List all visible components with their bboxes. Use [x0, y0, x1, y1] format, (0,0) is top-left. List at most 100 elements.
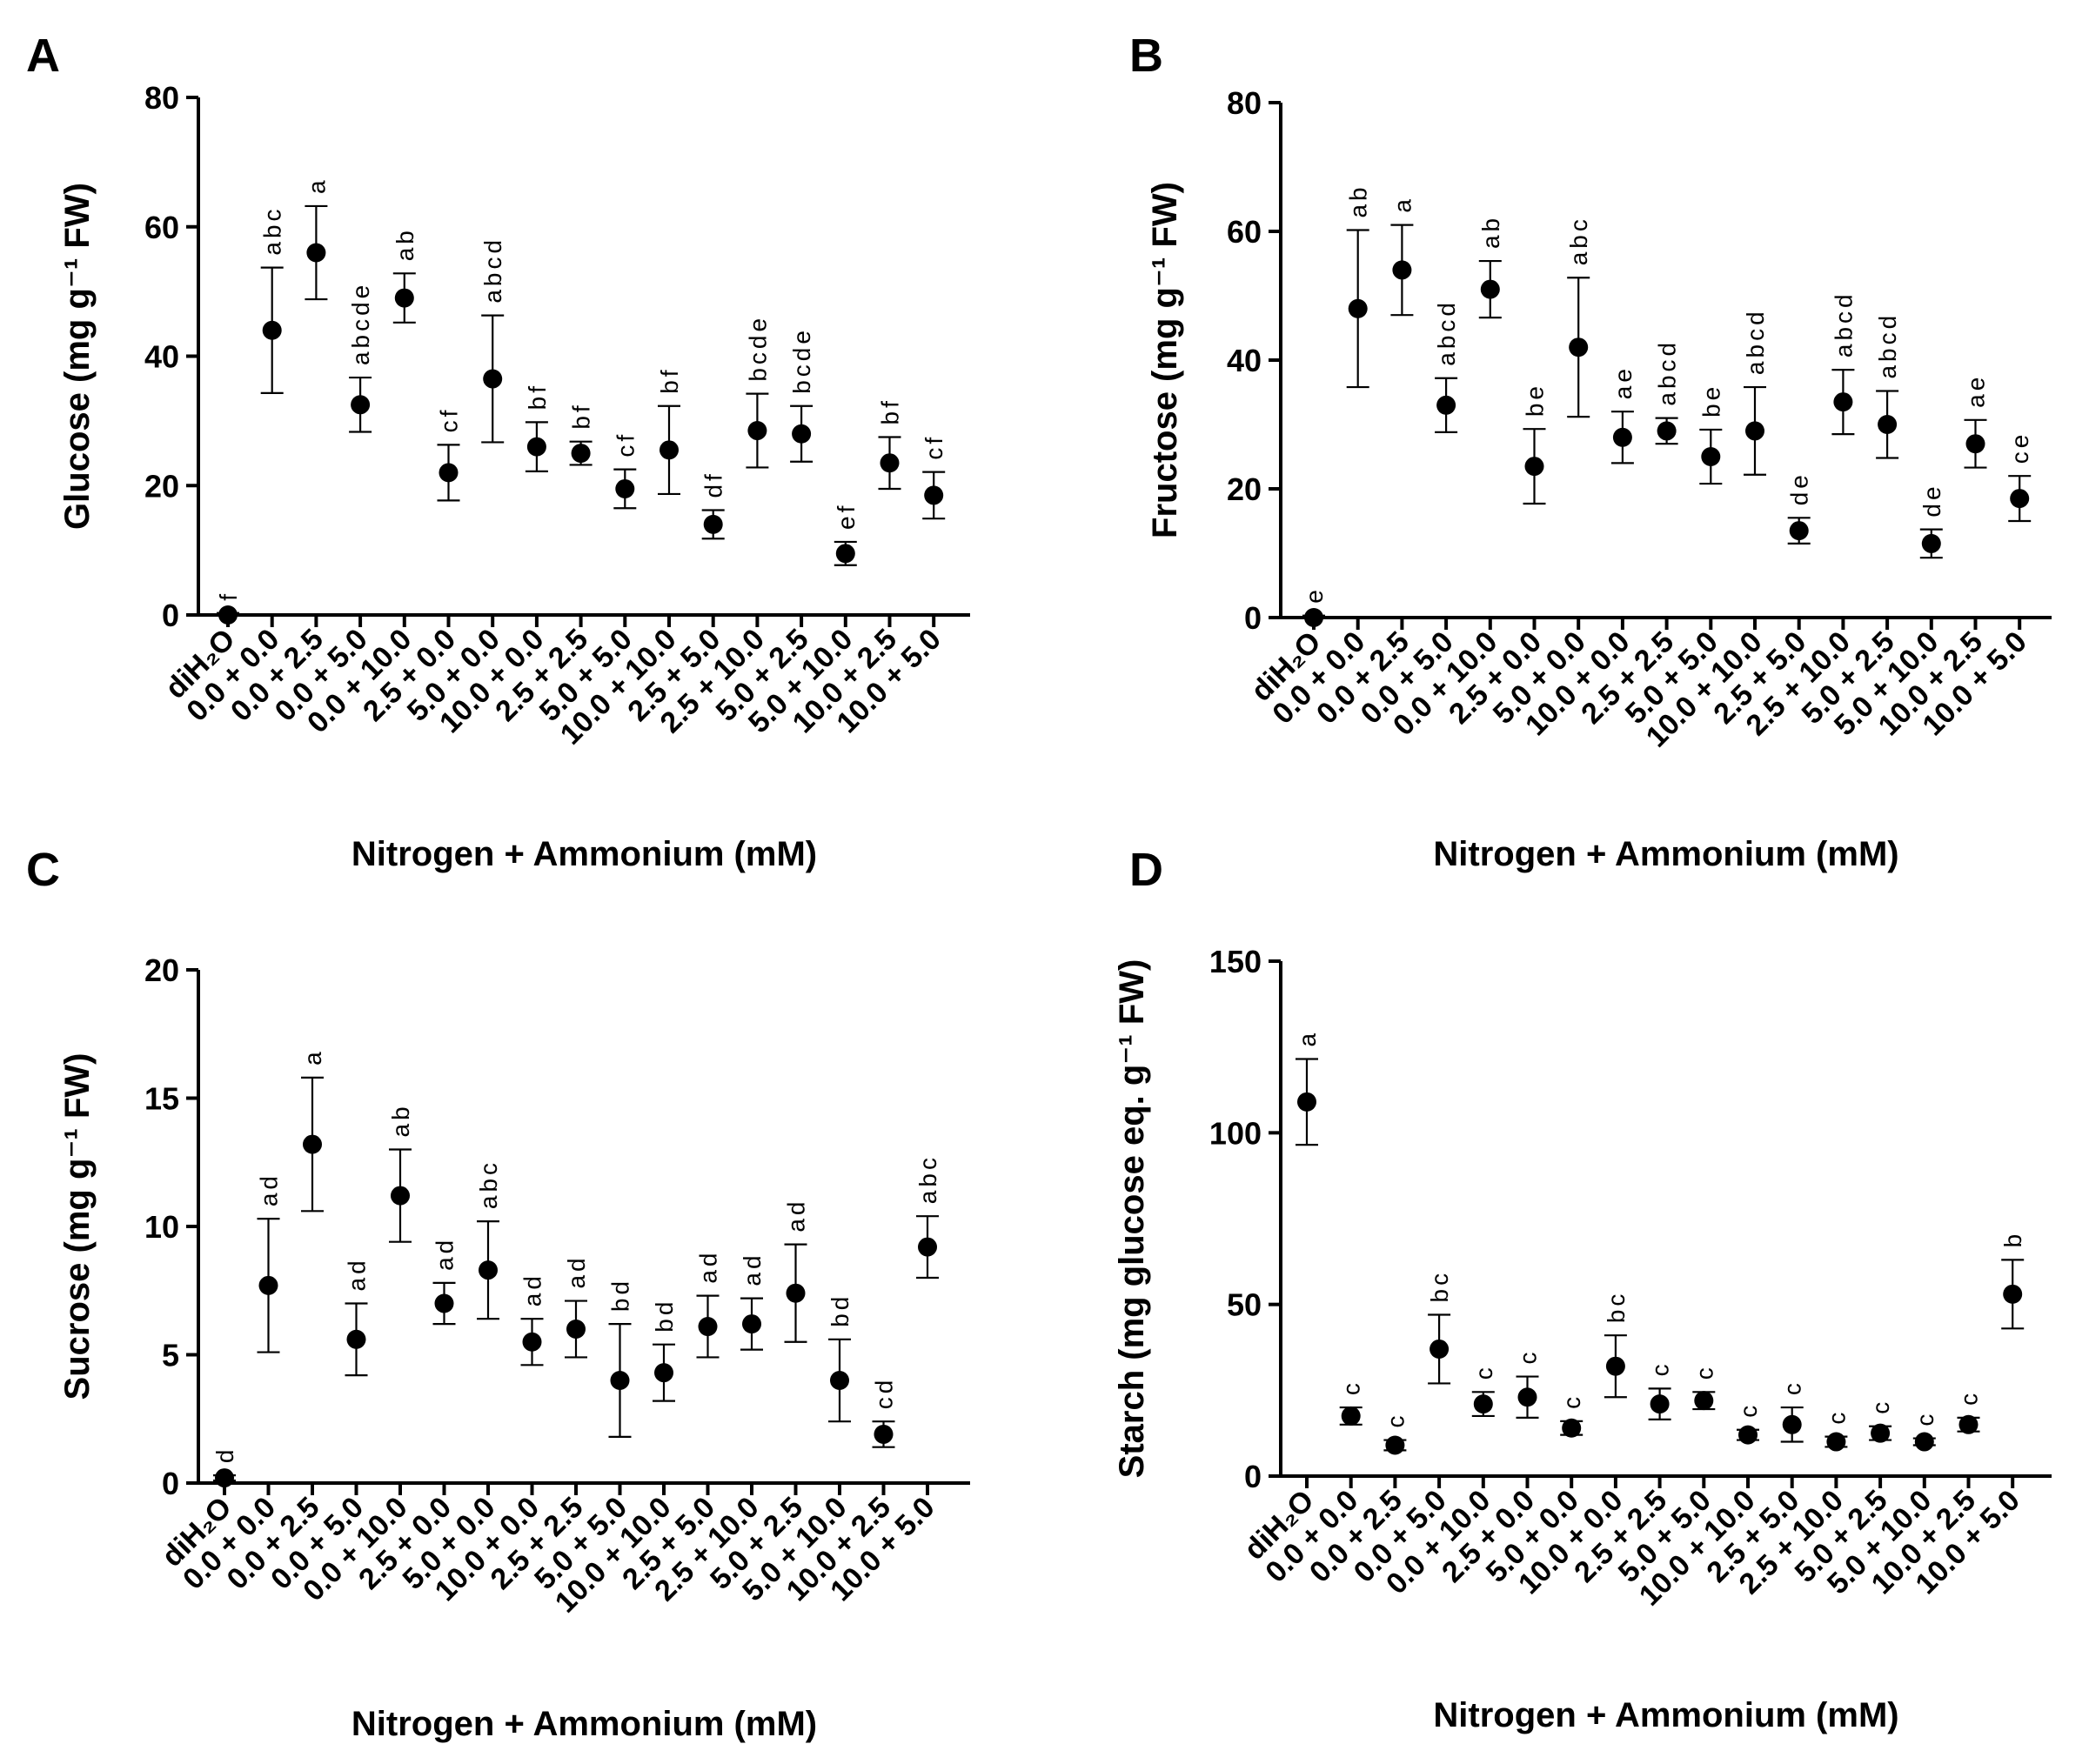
- data-point: [1524, 457, 1544, 477]
- significance-letter: bd: [607, 1278, 634, 1312]
- data-point: [918, 1237, 937, 1257]
- data-point: [703, 514, 723, 534]
- significance-letter: abc: [259, 205, 286, 255]
- y-tick-label: 40: [1227, 343, 1262, 378]
- data-point: [1562, 1418, 1582, 1438]
- significance-letter: c: [1691, 1364, 1717, 1380]
- significance-letter: df: [700, 471, 727, 498]
- data-point: [924, 485, 944, 505]
- significance-letter: bd: [827, 1293, 854, 1327]
- significance-letter: ce: [2006, 431, 2033, 464]
- data-point: [483, 369, 503, 389]
- significance-letter: c: [1558, 1393, 1585, 1409]
- significance-letter: d: [211, 1447, 238, 1464]
- data-point: [1921, 533, 1941, 553]
- significance-letter: b: [1999, 1231, 2026, 1248]
- significance-letter: e: [1301, 586, 1328, 604]
- significance-letter: a: [303, 177, 330, 194]
- y-tick-label: 100: [1209, 1115, 1262, 1151]
- data-point: [258, 1275, 278, 1295]
- data-point: [1958, 1414, 1979, 1434]
- significance-letter: ad: [783, 1198, 810, 1232]
- y-axis-label: Sucrose (mg g⁻¹ FW): [58, 1053, 97, 1400]
- data-point: [391, 1186, 410, 1206]
- significance-letter: abcd: [1742, 308, 1769, 375]
- data-point: [1694, 1391, 1714, 1411]
- data-point: [792, 424, 812, 444]
- significance-letter: ae: [1963, 374, 1990, 408]
- data-point: [1782, 1414, 1802, 1434]
- y-tick-label: 80: [1227, 85, 1262, 121]
- y-tick-label: 40: [144, 339, 179, 375]
- data-point: [880, 453, 900, 473]
- y-tick-label: 60: [1227, 214, 1262, 250]
- significance-letter: c: [1867, 1399, 1894, 1414]
- significance-letter: f: [215, 591, 242, 601]
- data-point: [2003, 1284, 2023, 1304]
- significance-letter: bcde: [744, 315, 771, 382]
- y-tick-label: 20: [144, 468, 179, 504]
- significance-letter: a: [1294, 1030, 1321, 1047]
- data-point: [1473, 1394, 1493, 1414]
- significance-letter: a: [1389, 196, 1416, 213]
- data-point: [346, 1329, 366, 1349]
- y-tick-label: 20: [1227, 471, 1262, 507]
- data-point: [1701, 447, 1721, 466]
- data-point: [394, 288, 414, 308]
- data-point: [303, 1134, 322, 1154]
- data-point: [1657, 421, 1677, 441]
- significance-letter: bf: [877, 398, 904, 424]
- significance-letter: c: [1823, 1409, 1850, 1425]
- panel-d: D 0 50 100 150 Starch (mg glucose eq. g⁻¹ FW)…: [1113, 844, 2052, 1734]
- significance-letter: bc: [1426, 1270, 1453, 1303]
- data-point: [1789, 521, 1809, 541]
- significance-letter: abcd: [479, 237, 506, 304]
- significance-letter: c: [1956, 1390, 1983, 1406]
- data-point: [1348, 298, 1368, 318]
- significance-letter: c: [1338, 1380, 1365, 1395]
- significance-letter: a: [299, 1048, 326, 1066]
- data-point: [1878, 415, 1898, 434]
- data-point: [1517, 1387, 1537, 1407]
- data-point: [747, 421, 767, 441]
- significance-letter: cf: [921, 434, 947, 460]
- data-point: [830, 1371, 849, 1390]
- y-tick-label: 80: [144, 80, 179, 116]
- data-point: [1385, 1435, 1405, 1455]
- data-point: [571, 444, 591, 464]
- data-point: [351, 395, 371, 415]
- significance-letter: ae: [1610, 365, 1637, 399]
- significance-letter: abcd: [1433, 299, 1460, 366]
- data-point: [566, 1320, 586, 1339]
- data-point: [1569, 337, 1589, 357]
- significance-letter: abc: [475, 1159, 502, 1209]
- significance-letter: be: [1522, 383, 1549, 417]
- y-axis-label: Fructose (mg g⁻¹ FW): [1146, 182, 1184, 538]
- data-point: [1914, 1432, 1934, 1452]
- y-tick-label: 0: [1244, 1459, 1262, 1494]
- panel-letter: C: [26, 844, 60, 896]
- panel-c: C 0 5 10 15 20 Sucrose (mg g⁻¹ FW) Nitrogen + A…: [26, 844, 970, 1743]
- significance-letter: abcd: [1830, 291, 1857, 357]
- data-point: [1650, 1394, 1670, 1414]
- significance-letter: bf: [524, 383, 551, 410]
- significance-letter: abcd: [1874, 312, 1901, 379]
- y-tick-label: 15: [144, 1081, 179, 1117]
- data-point: [1605, 1356, 1625, 1376]
- data-point: [526, 437, 546, 457]
- panel-letter: D: [1129, 844, 1163, 896]
- data-point: [262, 320, 282, 340]
- data-point: [698, 1317, 718, 1337]
- y-tick-label: 0: [1244, 600, 1262, 636]
- significance-letter: ad: [344, 1257, 371, 1291]
- data-point: [1612, 427, 1632, 447]
- data-point: [2010, 489, 2030, 509]
- significance-letter: c: [1779, 1380, 1806, 1395]
- data-point: [434, 1293, 454, 1313]
- y-axis-label: Starch (mg glucose eq. g⁻¹ FW): [1113, 959, 1151, 1479]
- significance-letter: ab: [1477, 215, 1504, 249]
- significance-letter: de: [1918, 483, 1945, 517]
- data-point: [660, 440, 679, 460]
- panel-b: B 0 20 40 60 80 Fructose (mg g⁻¹ FW) Nitrogen +…: [1129, 30, 2052, 873]
- data-point: [1436, 395, 1456, 415]
